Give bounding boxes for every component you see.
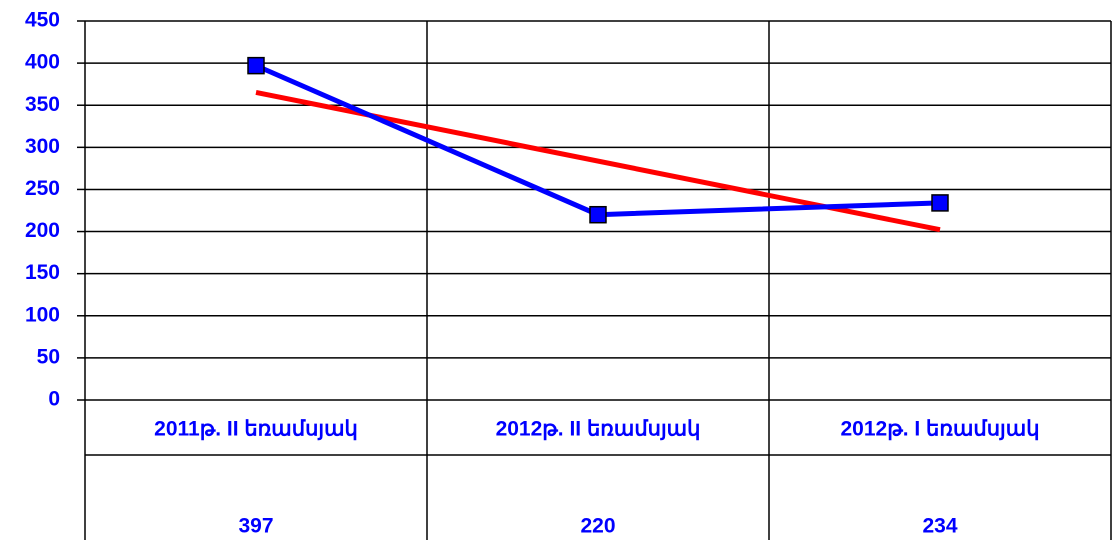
x-tick-label: 2012թ. I եռամսյակ: [840, 418, 1039, 441]
y-tick-label: 450: [25, 9, 60, 32]
y-tick-label: 350: [25, 93, 60, 116]
x-tick-label: 2012թ. II եռամսյակ: [496, 418, 701, 441]
table-value: 397: [238, 515, 273, 538]
y-tick-label: 100: [25, 303, 60, 326]
y-tick-label: 50: [37, 345, 60, 368]
marker: [589, 205, 607, 224]
y-tick-label: 0: [48, 388, 60, 411]
y-tick-label: 300: [25, 135, 60, 158]
y-tick-label: 200: [25, 219, 60, 242]
series-line: [255, 63, 941, 218]
y-tick-label: 150: [25, 261, 60, 284]
y-tick-label: 250: [25, 177, 60, 200]
table-value: 234: [922, 515, 957, 538]
marker: [247, 56, 265, 75]
y-tick-label: 400: [25, 51, 60, 74]
table-value: 220: [580, 515, 615, 538]
x-tick-label: 2011թ. II եռամսյակ: [154, 418, 358, 441]
marker: [931, 194, 949, 212]
